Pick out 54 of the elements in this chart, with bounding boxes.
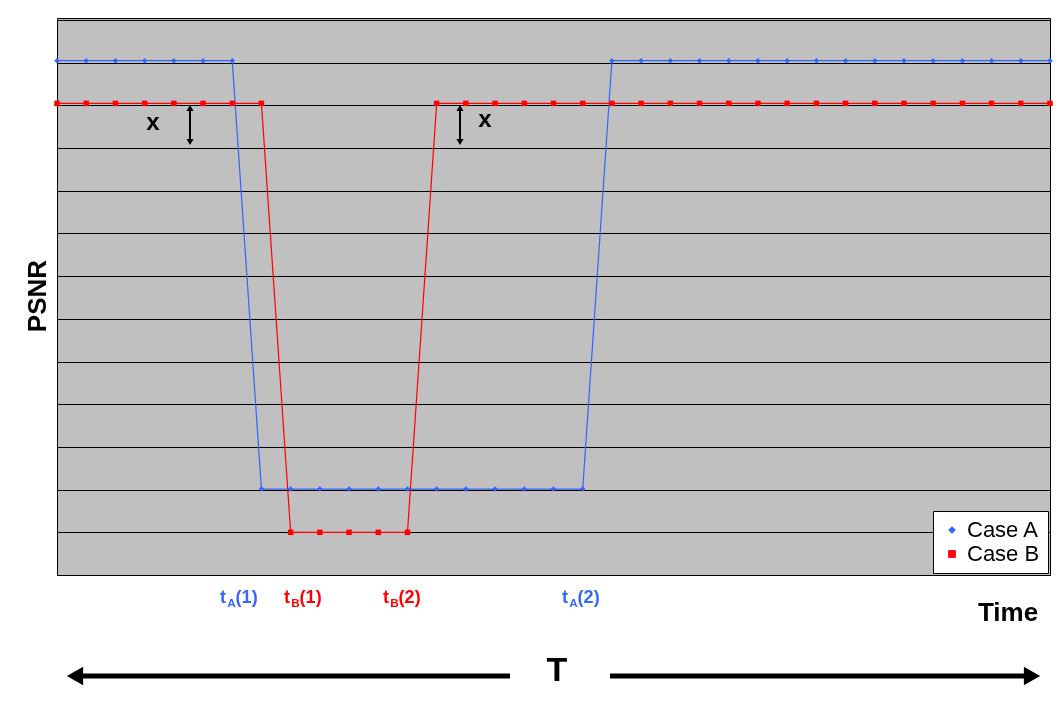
point — [1047, 57, 1053, 64]
point — [959, 57, 966, 64]
point — [317, 529, 323, 536]
point — [521, 486, 528, 492]
point — [550, 486, 557, 492]
point — [901, 100, 907, 107]
point — [54, 100, 60, 107]
point — [872, 57, 878, 64]
point — [667, 57, 674, 64]
point — [229, 100, 235, 107]
point — [1047, 100, 1053, 107]
point — [784, 57, 790, 64]
point — [930, 100, 936, 107]
legend-label: Case A — [967, 517, 1039, 542]
point — [638, 100, 644, 107]
point — [1018, 57, 1024, 64]
point — [287, 486, 294, 492]
point — [872, 100, 878, 107]
point — [463, 100, 469, 107]
point — [492, 100, 498, 107]
point — [433, 486, 440, 492]
point — [171, 100, 177, 107]
point — [609, 100, 615, 107]
point — [726, 57, 732, 64]
point — [171, 57, 177, 64]
annotation: x — [478, 105, 493, 132]
point — [258, 486, 265, 492]
point — [54, 57, 60, 64]
point — [83, 57, 89, 64]
point — [813, 57, 820, 64]
point — [112, 57, 119, 64]
point — [930, 57, 936, 64]
x-axis-title: Time — [977, 597, 1039, 627]
point — [988, 57, 995, 64]
point — [200, 57, 206, 64]
text: T — [546, 650, 568, 688]
point — [375, 486, 381, 492]
point — [901, 57, 907, 64]
point — [638, 57, 644, 64]
point — [404, 486, 411, 492]
point — [784, 100, 790, 107]
point — [1018, 100, 1024, 107]
point — [141, 57, 148, 64]
point — [579, 486, 586, 492]
point — [229, 57, 235, 64]
point — [755, 57, 761, 64]
legend-label: Case B — [967, 541, 1040, 566]
y-axis-title: PSNR — [22, 259, 52, 333]
point — [200, 100, 206, 107]
point — [609, 57, 615, 64]
point — [346, 529, 352, 536]
annotation: x — [146, 108, 161, 135]
point — [83, 100, 89, 107]
point — [755, 100, 761, 107]
